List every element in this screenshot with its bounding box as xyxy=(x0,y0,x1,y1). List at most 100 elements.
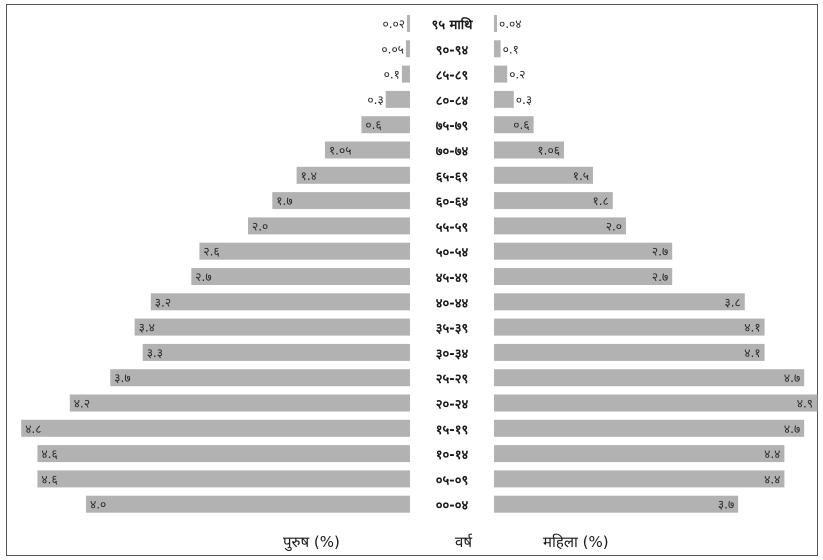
male-axis-label: पुरुष (%) xyxy=(283,533,340,551)
female-value-label: २.७ xyxy=(652,270,668,284)
female-bar xyxy=(494,394,818,412)
male-value-label: ४.८ xyxy=(25,422,41,436)
age-group-label: ४०-४४ xyxy=(436,296,469,311)
female-value-label: ०.०४ xyxy=(499,17,522,31)
male-value-label: ४.० xyxy=(90,498,106,512)
male-value-label: १.४ xyxy=(301,169,317,183)
male-bar xyxy=(191,268,410,285)
female-value-label: ४.७ xyxy=(784,371,800,385)
female-bar xyxy=(494,470,785,488)
age-group-label: ६०-६४ xyxy=(436,195,469,210)
female-value-label: १.५ xyxy=(573,169,589,183)
male-bar xyxy=(296,166,410,184)
male-bar xyxy=(134,318,410,336)
female-value-label: २.७ xyxy=(652,245,668,259)
female-bar xyxy=(494,495,739,513)
female-value-label: ३.७ xyxy=(718,498,734,512)
chart-frame: ०.०२ ०.०४ ९५ माथि ०.०५ ०.१ ९०-९४ ०.१ ०.२ ८५-८९ ०.… xyxy=(6,4,818,556)
female-bar xyxy=(494,293,745,311)
male-value-label: ४.६ xyxy=(41,447,57,461)
age-group-label: ८०-८४ xyxy=(436,94,469,109)
age-group-label: ७०-७४ xyxy=(436,145,469,160)
female-axis-label: महिला (%) xyxy=(543,533,609,551)
male-bar xyxy=(385,90,410,108)
female-bar xyxy=(494,369,805,387)
age-group-label: ८५-८९ xyxy=(436,69,468,84)
age-group-label: १०-१४ xyxy=(436,448,469,463)
male-value-label: ४.२ xyxy=(74,397,90,411)
female-value-label: ३.८ xyxy=(725,295,741,309)
male-value-label: ३.४ xyxy=(139,321,155,335)
male-bar xyxy=(86,495,410,513)
male-bar xyxy=(37,445,411,463)
age-group-label: ०५-०९ xyxy=(436,473,468,488)
female-bar xyxy=(494,268,673,285)
female-value-label: ४.१ xyxy=(744,346,760,360)
male-bar xyxy=(21,419,410,437)
female-value-label: १.८ xyxy=(593,194,609,208)
age-group-label: ९०-९४ xyxy=(436,43,469,58)
female-value-label: ०.३ xyxy=(516,93,532,107)
female-bar xyxy=(494,40,501,58)
female-bar xyxy=(494,192,613,210)
male-bar xyxy=(142,343,410,361)
male-bar xyxy=(401,65,410,83)
female-bar xyxy=(494,242,673,260)
age-group-label: ६५-६९ xyxy=(436,170,468,185)
female-value-label: ०.१ xyxy=(503,42,519,56)
female-value-label: ४.१ xyxy=(744,321,760,335)
female-value-label: २.० xyxy=(606,219,622,233)
female-value-label: ०.६ xyxy=(513,118,529,132)
age-group-label: ००-०४ xyxy=(436,499,469,514)
age-group-label: १५-१९ xyxy=(436,423,468,438)
age-group-label: ३०-३४ xyxy=(436,347,469,362)
female-value-label: ०.२ xyxy=(509,68,525,82)
male-bar xyxy=(361,116,410,134)
male-bar xyxy=(324,141,410,159)
female-bar xyxy=(494,116,534,134)
male-value-label: ०.०२ xyxy=(382,17,405,31)
population-pyramid-chart: ०.०२ ०.०४ ९५ माथि ०.०५ ०.१ ९०-९४ ०.१ ०.२ ८५-८९ ०.… xyxy=(21,15,818,514)
age-axis-label: वर्ष xyxy=(455,533,473,551)
female-value-label: ४.७ xyxy=(784,422,800,436)
male-value-label: ३.२ xyxy=(155,295,171,309)
male-value-label: १.७ xyxy=(276,194,292,208)
age-group-label: ३५-३९ xyxy=(436,322,468,337)
female-bar xyxy=(494,445,785,463)
female-bar xyxy=(494,217,626,235)
female-bar xyxy=(494,318,765,336)
male-value-label: २.६ xyxy=(203,245,219,259)
female-value-label: ४.९ xyxy=(797,397,813,411)
male-value-label: ०.३ xyxy=(367,93,383,107)
male-value-label: ३.३ xyxy=(147,346,163,360)
age-group-label: ९५ माथि xyxy=(432,17,474,33)
female-bar xyxy=(494,90,514,108)
male-value-label: ४.६ xyxy=(41,472,57,486)
age-group-label: ४५-४९ xyxy=(436,271,468,286)
male-value-label: २.० xyxy=(252,219,268,233)
age-group-label: ७५-७९ xyxy=(436,119,468,134)
male-bar xyxy=(37,470,411,488)
male-value-label: ३.७ xyxy=(114,371,130,385)
female-bar xyxy=(494,65,508,83)
female-bar xyxy=(494,166,593,184)
female-value-label: ४.४ xyxy=(764,472,780,486)
female-value-label: १.०६ xyxy=(537,144,560,158)
female-bar xyxy=(494,343,765,361)
female-bar xyxy=(494,419,805,437)
male-bar xyxy=(150,293,411,311)
male-value-label: ०.६ xyxy=(365,118,381,132)
female-bar xyxy=(494,15,497,32)
male-bar xyxy=(199,242,410,260)
male-bar xyxy=(110,369,411,387)
male-value-label: ०.०५ xyxy=(381,42,404,56)
male-bar xyxy=(407,15,410,32)
male-bar xyxy=(272,192,410,210)
female-bar xyxy=(494,141,564,159)
male-bar xyxy=(248,217,410,235)
male-bar xyxy=(405,40,410,58)
age-group-label: ५५-५९ xyxy=(436,220,468,235)
male-value-label: २.७ xyxy=(195,270,211,284)
age-group-label: २०-२४ xyxy=(436,398,469,413)
female-value-label: ४.४ xyxy=(764,447,780,461)
